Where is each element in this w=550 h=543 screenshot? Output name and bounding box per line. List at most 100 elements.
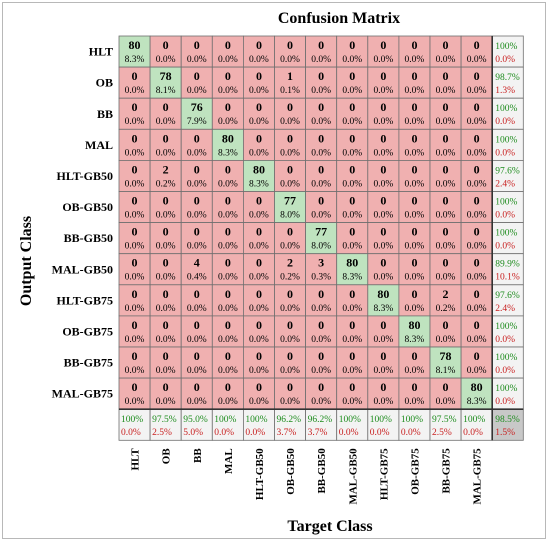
cell-count: 0 (411, 69, 417, 83)
cell-count: 0 (411, 380, 417, 394)
cell-background (305, 97, 338, 130)
matrix-cell: 0 0.0% (429, 315, 462, 348)
cell-percent: 0.0% (156, 273, 176, 283)
cell-percent: 0.0% (187, 148, 207, 158)
matrix-cell: 78 8.1% (149, 66, 182, 99)
matrix-cell: 0 0.0% (149, 222, 182, 255)
cell-percent: 0.0% (311, 179, 331, 189)
cell-background (180, 346, 213, 379)
cell-percent: 0.0% (405, 117, 425, 127)
cell-count: 80 (222, 131, 234, 145)
row-label: HLT-GB50 (57, 169, 113, 183)
cell-background (180, 284, 213, 317)
cell-percent: 0.0% (218, 179, 238, 189)
cell-background (460, 97, 493, 130)
cell-percent: 0.0% (218, 366, 238, 376)
matrix-cell: 80 8.3% (336, 253, 369, 286)
row-summary-cell: 100% 0.0% (491, 346, 524, 379)
cell-count: 0 (256, 318, 262, 332)
cell-percent: 0.0% (280, 55, 300, 65)
cell-percent: 0.0% (125, 335, 145, 345)
matrix-cell: 0 0.0% (118, 159, 151, 192)
cell-background (398, 66, 431, 99)
cell-percent: 8.3% (467, 397, 487, 407)
cell-percent: 0.0% (467, 335, 487, 345)
cell-background (118, 253, 151, 286)
cell-background (305, 66, 338, 99)
matrix-cell: 0 0.0% (398, 377, 431, 410)
cell-count: 0 (380, 225, 386, 239)
cell-count: 0 (411, 349, 417, 363)
cell-background (305, 377, 338, 410)
cell-percent: 0.0% (373, 366, 393, 376)
cell-count: 2 (163, 162, 169, 176)
cell-count: 0 (380, 318, 386, 332)
cell-background (398, 377, 431, 410)
summary-background (491, 128, 524, 161)
cell-percent: 0.3% (311, 273, 331, 283)
cell-percent: 0.0% (467, 117, 487, 127)
cell-count: 0 (318, 194, 324, 208)
column-label: HLT-GB75 (378, 448, 390, 500)
matrix-cell: 0 0.0% (460, 253, 493, 286)
cell-percent: 0.0% (342, 242, 362, 252)
cell-count: 0 (194, 287, 200, 301)
cell-percent: 8.1% (156, 86, 176, 96)
cell-count: 78 (440, 349, 452, 363)
matrix-cell: 0 0.0% (460, 191, 493, 224)
col-error-rate: 2.5% (432, 428, 452, 438)
matrix-cell: 2 0.2% (274, 253, 307, 286)
cell-percent: 8.3% (125, 55, 145, 65)
cell-count: 0 (163, 194, 169, 208)
matrix-cell: 0 0.0% (274, 128, 307, 161)
matrix-cell: 0 0.0% (274, 222, 307, 255)
row-summary-cell: 100% 0.0% (491, 97, 524, 130)
cell-background (274, 128, 307, 161)
cell-background (367, 284, 400, 317)
cell-background (336, 315, 369, 348)
cell-percent: 0.0% (249, 55, 269, 65)
column-label: BB (192, 448, 204, 463)
summary-background (491, 35, 524, 68)
cell-percent: 0.0% (467, 304, 487, 314)
row-summary-cell: 100% 0.0% (491, 222, 524, 255)
matrix-cell: 0 0.0% (180, 66, 213, 99)
col-error-rate: 0.0% (121, 428, 141, 438)
column-label: OB (161, 448, 173, 465)
cell-count: 78 (160, 69, 172, 83)
cell-percent: 0.0% (373, 273, 393, 283)
cell-count: 0 (349, 287, 355, 301)
cell-percent: 0.0% (373, 242, 393, 252)
cell-count: 0 (163, 349, 169, 363)
cell-percent: 0.0% (249, 117, 269, 127)
column-label: OB-GB75 (409, 448, 421, 495)
matrix-cell: 0 0.0% (211, 222, 244, 255)
matrix-cell: 0 0.0% (367, 35, 400, 68)
cell-percent: 0.0% (218, 242, 238, 252)
matrix-cell: 0 0.0% (149, 346, 182, 379)
cell-count: 80 (346, 256, 358, 270)
row-precision: 100% (495, 229, 517, 239)
cell-percent: 8.3% (218, 148, 238, 158)
matrix-cell: 0 0.0% (118, 346, 151, 379)
cell-background (149, 66, 182, 99)
cell-background (118, 128, 151, 161)
matrix-cell: 0 0.0% (242, 377, 275, 410)
cell-percent: 0.0% (342, 148, 362, 158)
cell-background (367, 128, 400, 161)
matrix-cell: 0 0.0% (398, 128, 431, 161)
total-accuracy: 98.5% (495, 415, 520, 425)
cell-count: 0 (194, 131, 200, 145)
row-error-rate: 2.4% (495, 304, 515, 314)
summary-background (242, 408, 275, 441)
cell-count: 80 (253, 162, 265, 176)
cell-count: 0 (225, 194, 231, 208)
matrix-cell: 0 0.0% (429, 128, 462, 161)
cell-percent: 0.0% (342, 335, 362, 345)
cell-count: 0 (256, 100, 262, 114)
row-summary-cell: 100% 0.0% (491, 315, 524, 348)
cell-percent: 0.0% (405, 304, 425, 314)
cell-count: 0 (163, 38, 169, 52)
cell-count: 0 (443, 194, 449, 208)
matrix-cell: 0 0.0% (149, 35, 182, 68)
